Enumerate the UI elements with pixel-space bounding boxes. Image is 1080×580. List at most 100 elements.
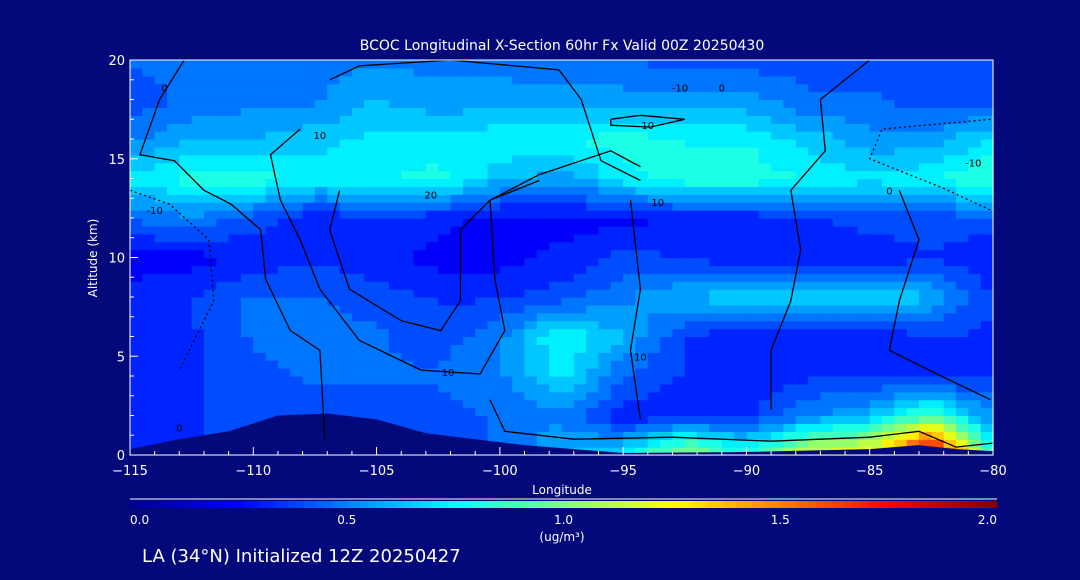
heatmap-cell: [894, 320, 908, 330]
heatmap-cell: [672, 202, 686, 211]
colorbar-swatch: [960, 501, 969, 508]
heatmap-cell: [241, 115, 254, 124]
heatmap-cell: [277, 99, 291, 108]
heatmap-cell: [253, 107, 267, 116]
heatmap-cell: [425, 210, 439, 219]
colorbar-swatch: [549, 501, 557, 508]
heatmap-cell: [586, 257, 600, 266]
heatmap-cell: [697, 210, 710, 219]
heatmap-cell: [721, 210, 735, 219]
heatmap-cell: [598, 154, 612, 164]
heatmap-cell: [302, 336, 316, 345]
heatmap-cell: [795, 83, 809, 93]
colorbar-swatch: [520, 501, 528, 508]
heatmap-cell: [869, 431, 883, 440]
heatmap-cell: [216, 146, 230, 156]
heatmap-cell: [401, 328, 415, 338]
heatmap-cell: [154, 423, 168, 432]
heatmap-cell: [758, 320, 772, 330]
heatmap-cell: [721, 91, 735, 101]
heatmap-cell: [499, 146, 513, 156]
heatmap-cell: [869, 115, 883, 124]
heatmap-cell: [549, 383, 563, 393]
heatmap-cell: [943, 107, 957, 116]
heatmap-cell: [487, 115, 501, 124]
heatmap-cell: [376, 99, 390, 108]
heatmap-cell: [832, 391, 846, 401]
heatmap-cell: [154, 257, 168, 266]
heatmap-cell: [820, 123, 834, 132]
colorbar-swatch: [180, 501, 189, 508]
heatmap-cell: [388, 257, 402, 266]
heatmap-cell: [216, 391, 230, 401]
heatmap-cell: [475, 391, 489, 401]
heatmap-cell: [709, 194, 723, 203]
heatmap-cell: [808, 423, 821, 432]
heatmap-cell: [721, 344, 735, 353]
heatmap-cell: [610, 320, 624, 330]
heatmap-cell: [228, 83, 242, 93]
heatmap-cell: [943, 131, 957, 140]
heatmap-cell: [845, 423, 858, 432]
heatmap-cell: [598, 115, 612, 124]
heatmap-cell: [771, 344, 784, 353]
heatmap-cell: [623, 360, 636, 369]
heatmap-cell: [351, 320, 365, 330]
heatmap-cell: [931, 281, 945, 290]
heatmap-cell: [241, 391, 254, 401]
heatmap-cell: [314, 83, 328, 93]
heatmap-cell: [438, 60, 452, 69]
heatmap-cell: [204, 154, 217, 164]
heatmap-cell: [376, 202, 390, 211]
heatmap-cell: [425, 289, 439, 298]
heatmap-cell: [820, 383, 834, 393]
heatmap-cell: [931, 431, 945, 440]
heatmap-cell: [882, 225, 895, 235]
heatmap-cell: [832, 304, 846, 314]
heatmap-cell: [647, 265, 661, 274]
heatmap-cell: [783, 415, 797, 424]
heatmap-cell: [339, 225, 353, 235]
heatmap-cell: [869, 146, 883, 156]
heatmap-cell: [943, 75, 957, 85]
heatmap-cell: [204, 415, 217, 424]
heatmap-cell: [795, 431, 809, 440]
heatmap-cell: [623, 336, 636, 345]
heatmap-cell: [968, 241, 982, 251]
heatmap-cell: [956, 344, 969, 353]
heatmap-cell: [364, 328, 378, 338]
heatmap-cell: [524, 399, 538, 409]
heatmap-cell: [364, 233, 378, 243]
heatmap-cell: [536, 139, 550, 148]
heatmap-cell: [660, 273, 673, 282]
heatmap-cell: [610, 312, 624, 322]
heatmap-cell: [783, 407, 797, 417]
heatmap-cell: [277, 368, 291, 377]
heatmap-cell: [191, 162, 205, 172]
heatmap-cell: [857, 91, 871, 101]
heatmap-cell: [191, 99, 205, 108]
heatmap-cell: [154, 83, 168, 93]
heatmap-cell: [906, 154, 920, 164]
heatmap-cell: [573, 91, 587, 101]
heatmap-cell: [241, 218, 254, 227]
heatmap-cell: [142, 107, 156, 116]
heatmap-cell: [487, 154, 501, 164]
heatmap-cell: [524, 281, 538, 290]
heatmap-cell: [351, 60, 365, 69]
heatmap-cell: [758, 399, 772, 409]
heatmap-cell: [968, 431, 982, 440]
heatmap-cell: [536, 328, 550, 338]
x-tick-label: −100: [482, 464, 518, 479]
heatmap-cell: [191, 131, 205, 140]
heatmap-cell: [610, 423, 624, 432]
heatmap-cell: [536, 344, 550, 353]
heatmap-cell: [882, 170, 895, 180]
heatmap-cell: [228, 123, 242, 132]
heatmap-cell: [573, 67, 587, 77]
heatmap-cell: [179, 218, 193, 227]
heatmap-cell: [499, 67, 513, 77]
heatmap-cell: [364, 60, 378, 69]
heatmap-cell: [450, 249, 464, 259]
heatmap-cell: [475, 281, 489, 290]
